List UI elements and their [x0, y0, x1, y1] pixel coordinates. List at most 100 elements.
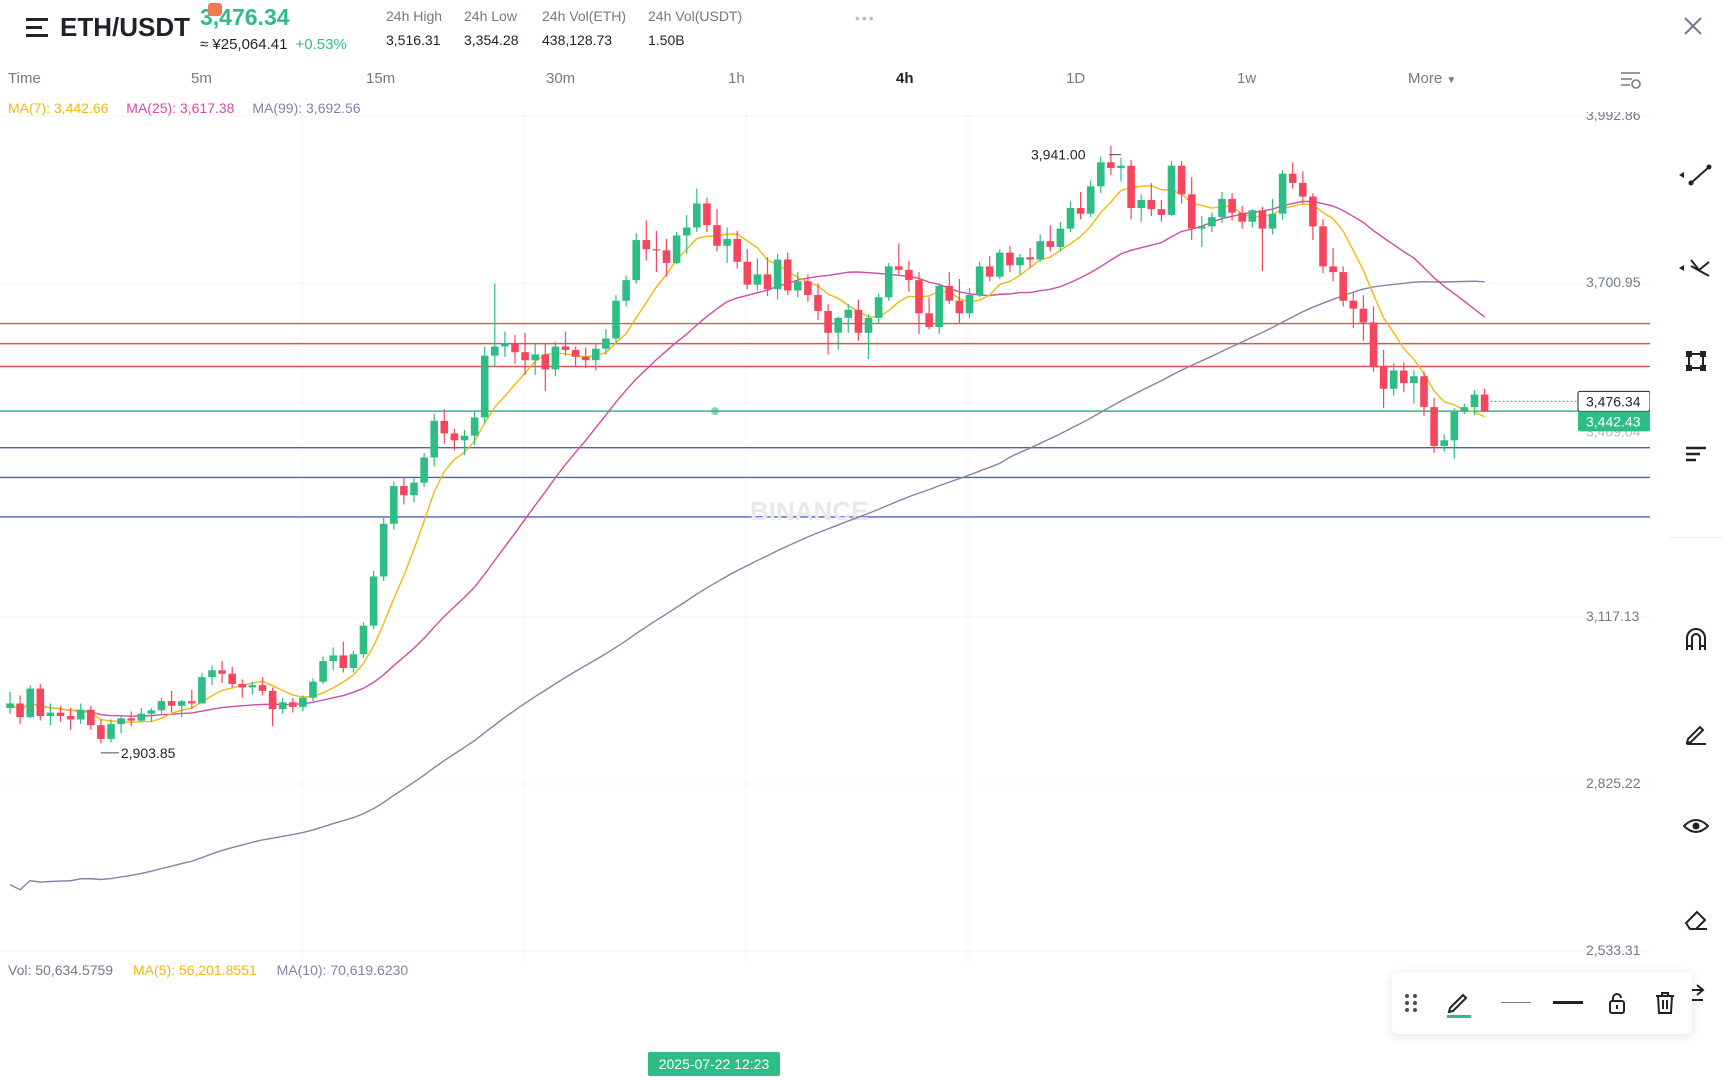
close-icon[interactable]	[1683, 16, 1703, 36]
eraser-tool[interactable]	[1666, 900, 1726, 940]
caret-down-icon: ▼	[1446, 75, 1457, 86]
tab-more[interactable]: More ▼	[1408, 70, 1456, 87]
candle-body	[602, 338, 610, 349]
line-width-button[interactable]	[1544, 984, 1592, 1022]
thick-line-icon	[1553, 1001, 1583, 1004]
more-dots-icon[interactable]: •••	[855, 10, 876, 26]
trend-line-tool[interactable]	[1666, 155, 1726, 195]
shape-tool[interactable]	[1666, 341, 1726, 381]
candle-body	[804, 281, 812, 295]
candle-body	[511, 343, 519, 353]
magnet-tool[interactable]	[1666, 619, 1726, 659]
more-label: More	[1408, 70, 1443, 87]
stat-label: 24h Vol(ETH)	[542, 8, 627, 24]
candle-body	[703, 203, 711, 226]
candle-body	[6, 703, 14, 709]
volume-legend: Vol: 50,634.5759 MA(5): 56,201.8551 MA(1…	[8, 962, 424, 978]
candle-body	[622, 280, 630, 301]
candle-body	[248, 685, 257, 688]
delete-button[interactable]	[1646, 984, 1684, 1022]
tab-time[interactable]: Time	[8, 70, 41, 87]
candle-body	[379, 523, 388, 577]
candle-body	[955, 300, 964, 314]
candle-body	[491, 346, 499, 356]
stat-value: 438,128.73	[542, 32, 613, 48]
drag-handle[interactable]	[1392, 984, 1430, 1022]
candle-body	[1026, 257, 1034, 260]
candle-body	[1137, 200, 1145, 209]
stat-label: 24h Vol(USDT)	[648, 8, 743, 24]
candle-body	[1268, 213, 1277, 229]
candle-body	[460, 435, 469, 441]
trash-icon	[1656, 992, 1674, 1014]
pencil-color-icon	[1447, 993, 1471, 1018]
candle-body	[501, 343, 509, 347]
line-color-button[interactable]	[1440, 984, 1478, 1022]
indicator-tool[interactable]	[1666, 434, 1726, 474]
candle-body	[652, 249, 661, 251]
candle-body	[905, 269, 913, 281]
line-style-button[interactable]	[1494, 984, 1538, 1022]
candle-body	[571, 349, 580, 357]
price-axis-label: 2,533.31	[1586, 942, 1641, 958]
candlestick-chart[interactable]: BINANCE 3,941.00 2,903.85 3,992.86 3,700.95 3…	[0, 112, 1650, 982]
fib-tool[interactable]	[1666, 248, 1726, 288]
tab-1h[interactable]: 1h	[728, 70, 745, 87]
candle-body	[581, 356, 590, 361]
visibility-tool[interactable]	[1666, 806, 1726, 846]
watermark: BINANCE	[750, 496, 868, 526]
cny-price: ≈ ¥25,064.41	[200, 36, 288, 53]
candle-body	[420, 457, 428, 483]
candle-body	[157, 701, 166, 711]
pencil-tool[interactable]	[1666, 713, 1726, 753]
candle-body	[319, 661, 327, 682]
tab-30m[interactable]: 30m	[546, 70, 576, 87]
candle-body	[864, 317, 873, 333]
stat-label: 24h High	[386, 8, 443, 24]
tab-5m[interactable]: 5m	[191, 70, 212, 87]
candle-body	[278, 702, 287, 710]
candle-body	[996, 252, 1004, 277]
candle-body	[188, 701, 196, 704]
candle-body	[1369, 322, 1378, 366]
drag-dots-icon	[1405, 994, 1417, 1012]
stat-24h-vol-eth: 24h Vol(ETH) 438,128.73	[542, 8, 626, 48]
tab-1d[interactable]: 1D	[1066, 70, 1086, 87]
tab-1w[interactable]: 1w	[1237, 70, 1257, 87]
candle-body	[258, 685, 267, 691]
tab-4h[interactable]: 4h	[896, 70, 914, 87]
crosshair-time-label: 2025-07-22 12:23	[648, 1052, 780, 1076]
candle-body	[410, 482, 418, 496]
candle-body	[369, 576, 378, 626]
candle-body	[198, 677, 206, 704]
pencil-icon	[1685, 725, 1706, 745]
candle-body	[1339, 272, 1347, 301]
candle-body	[1349, 300, 1358, 309]
candle-body	[773, 259, 782, 290]
tab-15m[interactable]: 15m	[366, 70, 396, 87]
candle-body	[36, 688, 45, 717]
ma7-line	[9, 184, 1485, 724]
candle-body	[531, 354, 539, 361]
candle-body	[1147, 200, 1156, 210]
candle-body	[874, 297, 883, 318]
candle-body	[612, 300, 620, 339]
stat-24h-high: 24h High 3,516.31	[386, 8, 442, 48]
candle-body	[1258, 210, 1267, 229]
candle-body	[854, 309, 863, 333]
candle-body	[1420, 376, 1428, 408]
candle-body	[66, 716, 75, 720]
candle-body	[390, 486, 398, 524]
candle-body	[713, 225, 721, 246]
menu-icon	[26, 17, 48, 37]
candle-body	[1046, 241, 1055, 247]
pair-selector[interactable]: ETH/USDT	[26, 12, 190, 43]
ma7-price-tag: 3,442.43	[1586, 413, 1641, 429]
chart-settings-icon[interactable]	[1620, 70, 1642, 90]
candle-body	[117, 718, 125, 725]
lock-button[interactable]	[1598, 984, 1636, 1022]
candle-body	[834, 317, 842, 333]
notification-badge-icon[interactable]	[208, 3, 222, 16]
candle-body	[1450, 411, 1459, 441]
candle-body	[16, 703, 24, 718]
